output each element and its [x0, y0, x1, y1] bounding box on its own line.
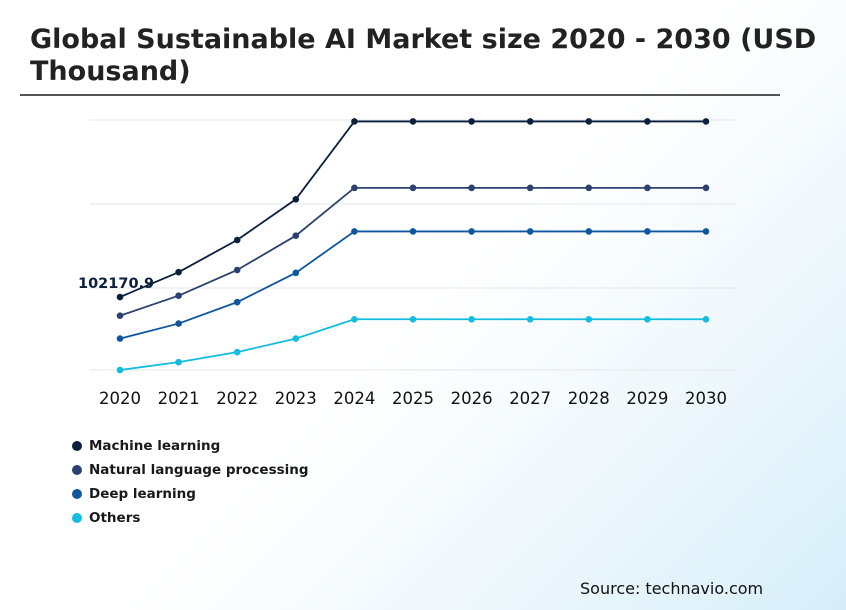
data-point-s2-2028 [585, 228, 593, 235]
data-point-s1-2028 [585, 184, 593, 192]
source-credit: Source: technavio.com [580, 579, 764, 598]
data-point-s3-2029 [644, 315, 651, 323]
data-point-s2-2024 [351, 228, 358, 235]
x-tick-label-2024: 2024 [333, 389, 375, 408]
data-point-s2-2022 [233, 298, 241, 306]
data-point-s3-2021 [175, 358, 182, 366]
data-label-0: 102170.9 [78, 276, 154, 292]
data-point-s0-2022 [233, 236, 241, 244]
data-point-s0-2027 [526, 118, 534, 125]
x-tick-label-2021: 2021 [158, 389, 200, 408]
series-line-0 [119, 120, 706, 298]
chart-title-line-1: Global Sustainable AI Market size 2020 -… [30, 24, 817, 55]
data-point-s2-2021 [175, 320, 182, 327]
data-point-s3-2024 [351, 315, 358, 323]
legend-label-0: Machine learning [89, 438, 221, 454]
legend-marker-3 [72, 513, 82, 523]
chart-title-line-2: Thousand) [30, 56, 191, 87]
legend-label-3: Others [89, 510, 141, 526]
x-tick-label-2028: 2028 [568, 389, 610, 408]
data-point-s3-2028 [585, 315, 593, 323]
legend-marker-1 [72, 465, 82, 475]
x-tick-label-2029: 2029 [626, 389, 668, 408]
data-point-s1-2021 [175, 292, 182, 300]
x-tick-label-2027: 2027 [509, 389, 551, 408]
data-point-s1-2029 [644, 184, 651, 192]
data-point-s3-2020 [116, 366, 124, 374]
x-tick-label-2030: 2030 [685, 389, 727, 408]
data-point-s1-2020 [116, 312, 124, 320]
x-tick-label-2020: 2020 [99, 389, 141, 408]
chart-legend: Machine learning Natural language process… [72, 434, 309, 530]
x-tick-label-2023: 2023 [275, 389, 317, 408]
data-point-s2-2026 [468, 228, 475, 235]
legend-marker-0 [72, 441, 82, 451]
data-point-s3-2026 [468, 315, 475, 323]
data-point-s2-2020 [116, 335, 124, 342]
data-point-s1-2027 [526, 184, 534, 192]
series-line-1 [119, 186, 706, 317]
data-point-s0-2029 [644, 118, 651, 125]
legend-item-3: Others [72, 506, 309, 530]
legend-marker-2 [72, 489, 82, 499]
data-point-s3-2027 [526, 315, 534, 323]
data-point-s1-2026 [468, 184, 475, 192]
x-tick-label-2022: 2022 [216, 389, 258, 408]
data-point-s0-2023 [292, 195, 300, 203]
data-point-s0-2024 [351, 118, 358, 125]
data-point-s2-2023 [292, 269, 300, 277]
data-point-s1-2024 [351, 184, 358, 192]
data-point-s2-2029 [644, 228, 651, 235]
x-tick-label-2025: 2025 [392, 389, 434, 408]
data-point-s1-2030 [702, 184, 710, 192]
data-point-s0-2025 [409, 118, 417, 125]
data-point-s0-2021 [175, 268, 182, 276]
legend-item-2: Deep learning [72, 482, 309, 506]
chart-title: Global Sustainable AI Market size 2020 -… [30, 24, 840, 88]
data-point-s0-2026 [468, 118, 475, 125]
legend-item-1: Natural language processing [72, 458, 309, 482]
data-point-s2-2030 [702, 228, 710, 235]
data-point-s3-2022 [233, 348, 241, 356]
data-point-s3-2030 [702, 315, 710, 323]
data-point-s3-2025 [409, 315, 417, 323]
data-point-s3-2023 [292, 335, 300, 342]
x-tick-label-2026: 2026 [451, 389, 493, 408]
legend-label-2: Deep learning [89, 486, 196, 502]
data-point-s1-2023 [292, 232, 300, 240]
data-point-s2-2025 [409, 228, 417, 235]
legend-item-0: Machine learning [72, 434, 309, 458]
legend-label-1: Natural language processing [89, 462, 309, 478]
data-point-s0-2028 [585, 118, 593, 125]
data-point-s0-2020 [116, 293, 124, 301]
series-line-3 [119, 318, 706, 371]
title-divider [20, 94, 780, 96]
data-point-s0-2030 [702, 118, 710, 125]
data-point-s1-2022 [233, 266, 241, 274]
data-point-s2-2027 [526, 228, 534, 235]
data-point-s1-2025 [409, 184, 417, 192]
